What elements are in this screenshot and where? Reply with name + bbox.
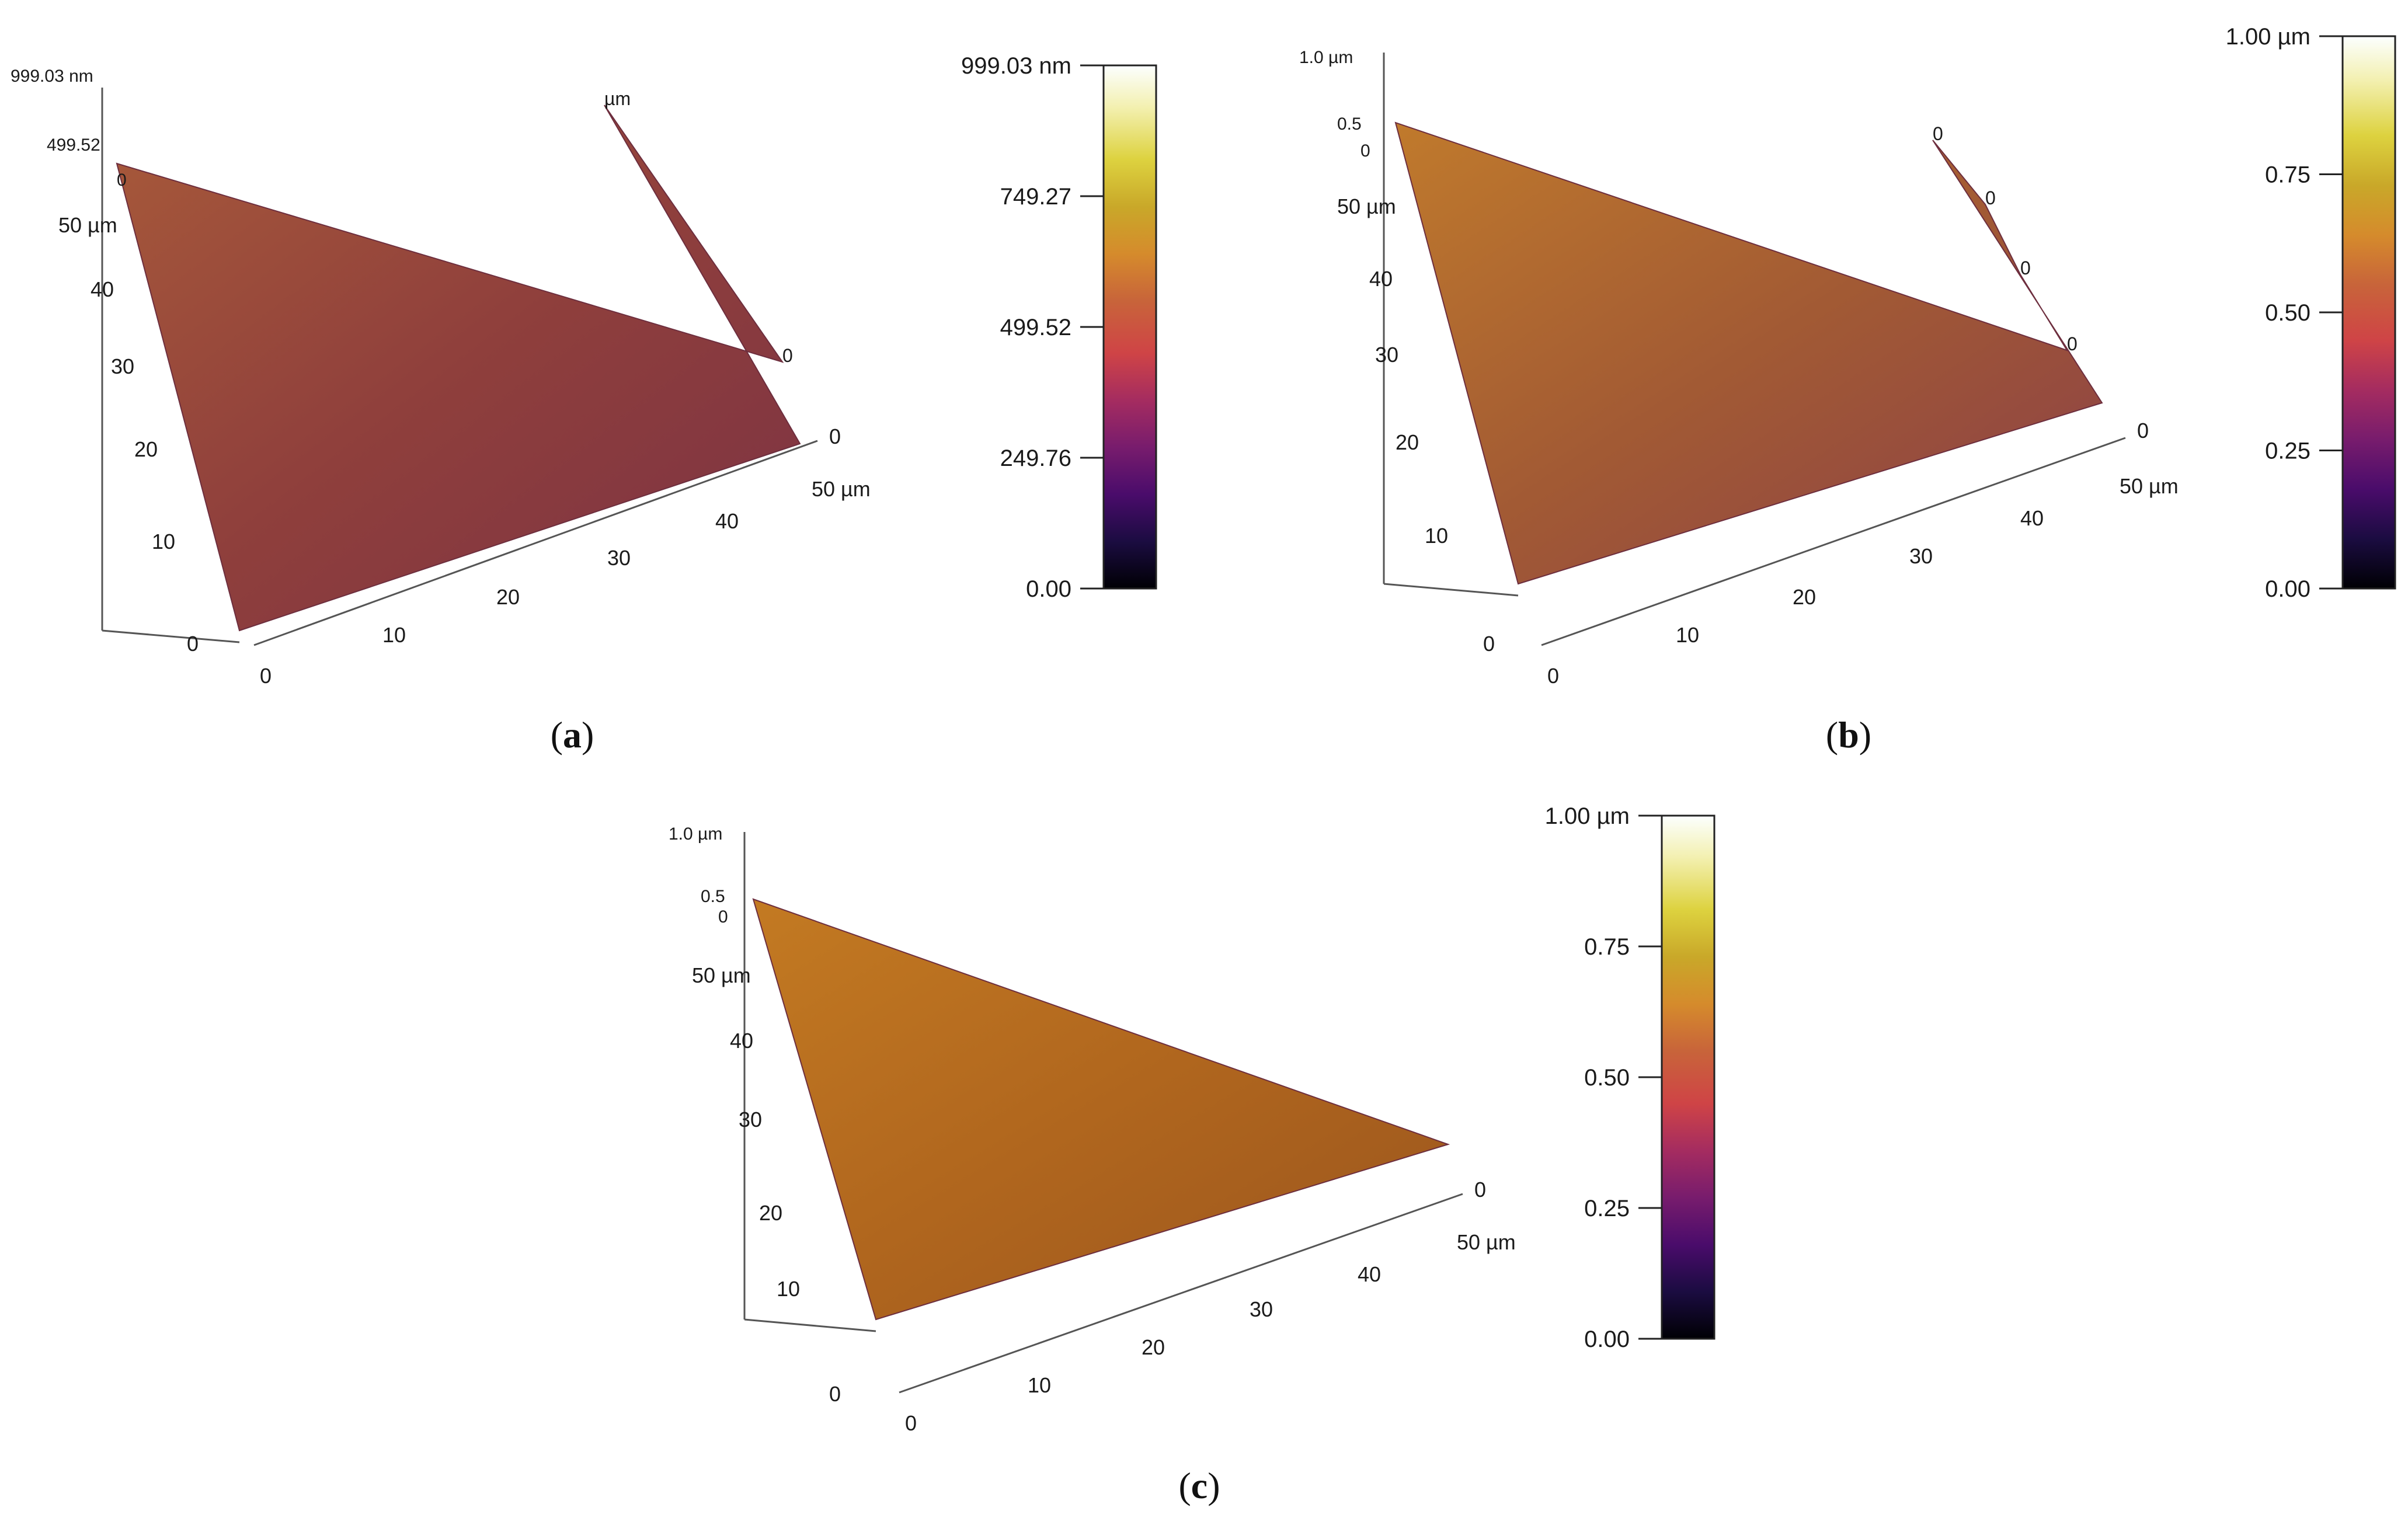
x-axis-far-label: 0	[1474, 1178, 1486, 1202]
x-axis-tick-label: 30	[1250, 1297, 1273, 1321]
colorbar	[1661, 814, 1715, 1340]
colorbar-tick-label: 0.75	[2265, 162, 2310, 188]
y-axis-tick-label: 40	[730, 1029, 753, 1053]
y-axis-tick-label: 10	[1425, 524, 1448, 548]
x-axis-tick-label: 0	[905, 1411, 917, 1435]
x-axis-tick-label: 0	[260, 664, 272, 688]
colorbar-tick-label: 499.52	[1000, 315, 1071, 340]
colorbar-tick-label: 1.00 µm	[2226, 24, 2310, 50]
x-axis-tick-label: 40	[1358, 1262, 1381, 1286]
panel-c-caption: (c)	[1178, 1465, 1220, 1506]
y-axis-tick-label: 0	[829, 1382, 841, 1406]
y-axis-tick-label: 50 µm	[692, 963, 751, 987]
y-axis-tick-label: 0	[187, 632, 199, 656]
y-axis-tick-label: 0	[1483, 632, 1495, 656]
y-axis-tick-label: 20	[759, 1201, 782, 1225]
y-axis-tick-label: 30	[739, 1108, 762, 1131]
back-edge-label: µm	[604, 88, 631, 109]
z-axis-label: 0.5	[1337, 114, 1362, 134]
z-axis-label: 1.0 µm	[669, 824, 722, 844]
colorbar-tick-label: 0.50	[1584, 1065, 1630, 1091]
front-axis-line	[744, 1318, 876, 1332]
y-axis-tick-label: 10	[777, 1277, 800, 1301]
y-axis-tick-label: 40	[91, 277, 114, 301]
panel-b-caption: (b)	[1825, 714, 1872, 755]
z-axis-label: 1.0 µm	[1299, 48, 1353, 67]
x-axis-tick-label: 10	[382, 623, 406, 647]
x-axis-tick-label: 20	[496, 585, 520, 609]
x-axis-tick-label: 30	[1909, 544, 1933, 568]
colorbar-tick-label: 0.00	[1026, 576, 1071, 602]
y-axis-tick-label: 10	[152, 530, 175, 553]
y-axis-tick-label: 50 µm	[58, 213, 117, 237]
z-axis-label: 0.5	[701, 887, 725, 906]
z-axis-label: 0	[1360, 141, 1370, 161]
x-axis-tick-label: 50 µm	[2120, 474, 2179, 498]
z-axis-label: 0	[117, 170, 127, 190]
y-axis-tick-label: 50 µm	[1337, 194, 1396, 218]
surface-topography	[116, 105, 801, 632]
front-axis-line	[102, 629, 240, 643]
colorbar	[2341, 35, 2396, 590]
x-axis-far-label: 0	[2137, 419, 2149, 443]
y-axis-tick-label: 30	[1375, 343, 1398, 367]
x-axis-line	[1541, 437, 2126, 646]
panel-a-caption: (a)	[550, 714, 594, 755]
y-axis-tick-label: 20	[134, 437, 158, 461]
surface-topography	[752, 898, 1450, 1321]
back-edge-label: 0	[2020, 257, 2031, 278]
colorbar-tick-label: 0.00	[1584, 1326, 1630, 1352]
back-edge-label: 0	[782, 345, 793, 366]
surface-topography	[1394, 121, 2103, 585]
x-axis-tick-label: 50 µm	[1457, 1230, 1516, 1254]
colorbar-tick-label: 1.00 µm	[1545, 803, 1630, 829]
x-axis-tick-label: 30	[607, 546, 631, 570]
colorbar-tick-label: 0.25	[2265, 438, 2310, 464]
back-edge-label: 0	[1933, 123, 1943, 144]
z-axis-label: 0	[718, 907, 728, 927]
x-axis-tick-label: 50 µm	[812, 477, 871, 501]
x-axis-line	[253, 440, 818, 646]
colorbar-tick-label: 0.75	[1584, 934, 1630, 960]
x-axis-tick-label: 40	[715, 509, 739, 533]
panel-a: 999.03 nm 499.52 0 50 µm 40 30 20 10 0 0 10 20 30 40 5…	[11, 53, 1157, 688]
colorbar-tick-label: 249.76	[1000, 445, 1071, 471]
x-axis-tick-label: 20	[1142, 1335, 1165, 1359]
z-axis-label: 499.52	[47, 135, 100, 155]
colorbar-tick-label: 999.03 nm	[961, 53, 1071, 79]
x-axis-tick-label: 40	[2020, 506, 2044, 530]
back-edge-label: 0	[1985, 187, 1996, 208]
x-axis-tick-label: 10	[1028, 1373, 1051, 1397]
colorbar-tick-label: 0.00	[2265, 576, 2310, 602]
y-axis-tick-label: 30	[111, 354, 134, 378]
colorbar-tick-label: 0.25	[1584, 1196, 1630, 1221]
x-axis-line	[899, 1193, 1463, 1394]
y-axis-tick-label: 40	[1369, 267, 1393, 291]
x-axis-tick-label: 10	[1676, 623, 1699, 647]
x-axis-tick-label: 20	[1793, 585, 1816, 609]
y-axis-tick-label: 20	[1396, 430, 1419, 454]
z-axis-label: 999.03 nm	[11, 67, 93, 86]
x-axis-far-label: 0	[829, 424, 841, 448]
colorbar-tick-label: 749.27	[1000, 184, 1071, 210]
colorbar-tick-label: 0.50	[2265, 300, 2310, 326]
front-axis-line	[1383, 583, 1519, 597]
colorbar	[1102, 64, 1157, 590]
x-axis-tick-label: 0	[1547, 664, 1559, 688]
back-edge-label: 0	[2067, 333, 2078, 354]
